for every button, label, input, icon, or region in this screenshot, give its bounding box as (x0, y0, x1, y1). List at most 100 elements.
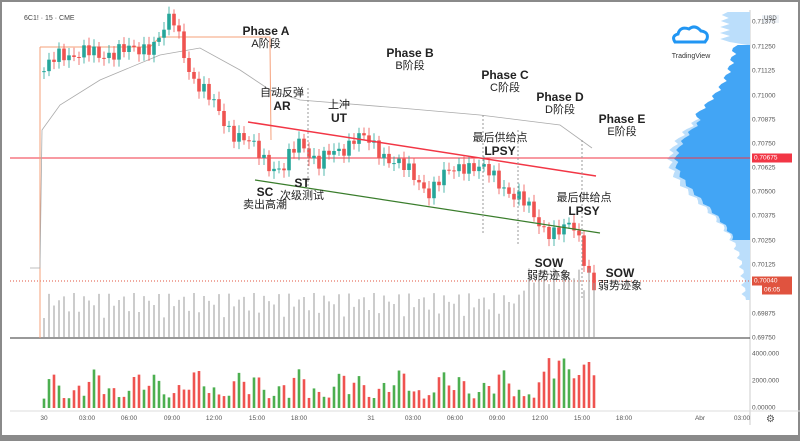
volume-bar (417, 390, 421, 408)
volume-bar (257, 377, 261, 408)
candle-body (492, 170, 496, 176)
candle-body (197, 78, 201, 92)
volume-bar (367, 396, 371, 408)
countdown-tag: 06:05 (762, 285, 792, 295)
candle-body (552, 227, 556, 240)
symbol-info[interactable]: 6C1! · 15 · CME (24, 15, 75, 22)
lpsy-label-1: 最后供给点 LPSY (473, 132, 528, 158)
candle-body (332, 150, 336, 155)
st-cn: 次级测试 (280, 190, 324, 202)
candle-body (232, 125, 236, 142)
volume-bar (297, 369, 301, 408)
price-tick-label: 0.70250 (752, 237, 776, 245)
volume-bar (362, 385, 366, 408)
volume-bar (187, 389, 191, 408)
volume-bar (527, 394, 531, 408)
price-tick-label: 0.71375 (752, 18, 776, 26)
candle-body (532, 201, 536, 218)
sc-label: SC 卖出高潮 (243, 186, 287, 212)
candle-body (397, 158, 401, 164)
volume-bar (457, 377, 461, 408)
volume-bar (422, 398, 426, 408)
volume-bar (62, 398, 66, 408)
time-tick-label: 18:00 (290, 415, 308, 422)
candle-body (547, 226, 551, 240)
volume-bar (302, 379, 306, 408)
volume-bar (172, 393, 176, 408)
phase-sub: C阶段 (490, 82, 520, 94)
candle-body (497, 170, 501, 189)
candle-body (242, 133, 246, 141)
candle-body (72, 55, 76, 57)
volume-bar (177, 385, 181, 408)
sow-cn: 弱势迹象 (527, 270, 571, 282)
volume-bar (262, 389, 266, 408)
candle-body (542, 226, 546, 228)
phase-sub: B阶段 (395, 60, 425, 72)
lpsy-label-2: 最后供给点 LPSY (557, 192, 612, 218)
time-tick-label: 18:00 (615, 415, 633, 422)
volume-bar (42, 398, 46, 408)
candle-body (562, 224, 566, 235)
candle-body (292, 148, 296, 153)
phase-title: Phase E (598, 112, 646, 126)
price-tick-label: 0.71250 (752, 43, 776, 51)
volume-bar (427, 395, 431, 408)
volume-bar (242, 381, 246, 408)
currency-label[interactable]: USD (762, 15, 779, 23)
ut-en: UT (331, 111, 347, 125)
phase-a-label: Phase A A阶段 (243, 25, 290, 51)
time-tick-label: 12:00 (531, 415, 549, 422)
volume-bar (512, 396, 516, 408)
volume-bar (377, 388, 381, 408)
volume-bar (97, 375, 101, 408)
candle-body (327, 150, 331, 155)
candle-body (312, 155, 316, 159)
volume-bar (582, 364, 586, 408)
candle-body (557, 227, 561, 235)
ar-label: 自动反弹 AR (260, 87, 304, 113)
time-tick-label: 03:00 (78, 415, 96, 422)
candle-body (222, 110, 226, 127)
volume-bar (492, 393, 496, 408)
volume-bar (487, 386, 491, 408)
volume-bar (182, 389, 186, 408)
time-tick-label: 09:00 (163, 415, 181, 422)
candle-body (362, 133, 366, 136)
time-tick-label: 12:00 (205, 415, 223, 422)
price-tick-label: 0.70875 (752, 116, 776, 124)
candle-body (252, 140, 256, 142)
cloud-icon (672, 25, 709, 44)
ut-cn: 上冲 (328, 99, 350, 111)
candle-body (462, 164, 466, 174)
candle-body (467, 163, 471, 174)
candle-body (107, 52, 111, 58)
volume-bar (202, 386, 206, 408)
candle-body (52, 59, 56, 62)
volume-bar (112, 388, 116, 408)
candle-body (457, 164, 461, 172)
price-tick-label: 0.71000 (752, 92, 776, 100)
phase-b-label: Phase B B阶段 (386, 47, 433, 73)
volume-bar (72, 390, 76, 408)
volume-bar (497, 374, 501, 408)
candle-body (512, 193, 516, 200)
lpsy-cn: 最后供给点 (472, 132, 528, 144)
settings-gear-icon[interactable]: ⚙ (766, 414, 775, 425)
lpsy-cn: 最后供给点 (556, 192, 612, 204)
candle-body (347, 140, 351, 156)
candle-body (272, 168, 276, 172)
candle-body (187, 58, 191, 72)
candle-body (87, 45, 91, 56)
candle-body (477, 166, 481, 172)
volume-bar (537, 382, 541, 408)
volume-bar (462, 381, 466, 408)
volume-bar (222, 396, 226, 408)
volume-bar (432, 392, 436, 408)
candle-body (127, 45, 131, 52)
volume-bar (247, 394, 251, 408)
volume-bar (287, 397, 291, 408)
candle-body (157, 37, 161, 42)
